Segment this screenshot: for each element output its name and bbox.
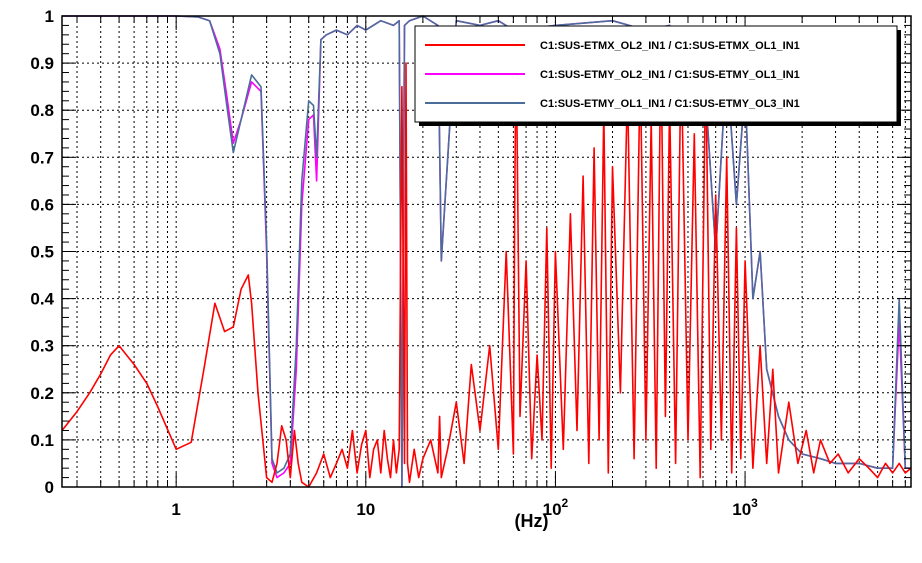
legend-entry-label: C1:SUS-ETMY_OL2_IN1 / C1:SUS-ETMY_OL1_IN… (540, 69, 800, 81)
tick-labels: 0 0.1 0.2 0.3 0.4 0.5 0.6 0.7 0.8 0.9 1 1 10 102 103 (30, 7, 758, 519)
x-tick-label: 1 (171, 500, 180, 519)
y-tick-label: 0 (45, 478, 54, 497)
x-tick-label: 102 (543, 496, 569, 519)
legend: C1:SUS-ETMX_OL2_IN1 / C1:SUS-ETMX_OL1_IN… (414, 25, 901, 126)
y-tick-label: 0.5 (30, 243, 54, 262)
y-tick-label: 0.2 (30, 384, 54, 403)
y-tick-label: 0.3 (30, 337, 54, 356)
x-tick-label: 10 (356, 500, 375, 519)
y-tick-label: 1 (45, 7, 54, 26)
y-tick-label: 0.7 (30, 148, 54, 167)
legend-entry-label: C1:SUS-ETMX_OL2_IN1 / C1:SUS-ETMX_OL1_IN… (540, 40, 800, 52)
x-axis-title: (Hz) (515, 511, 549, 531)
legend-entry-label: C1:SUS-ETMY_OL1_IN1 / C1:SUS-ETMY_OL3_IN… (540, 98, 800, 110)
y-tick-label: 0.4 (30, 290, 54, 309)
series-layer (61, 15, 912, 488)
y-tick-label: 0.9 (30, 54, 54, 73)
series-line-1 (61, 38, 912, 488)
y-tick-label: 0.8 (30, 101, 54, 120)
y-tick-label: 0.1 (30, 431, 54, 450)
x-tick-label: 103 (732, 496, 758, 519)
series-line-3 (62, 15, 911, 488)
ticks (62, 15, 911, 488)
y-tick-label: 0.6 (30, 195, 54, 214)
